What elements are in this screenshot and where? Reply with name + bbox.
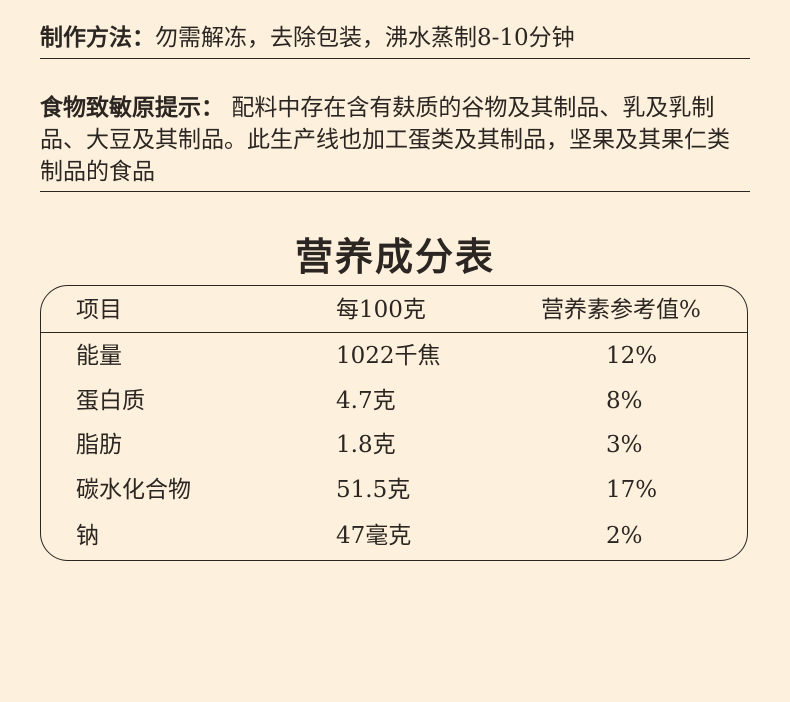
allergen-text: 配料中存在含有麸质的谷物及其制品、乳及乳制品、大豆及其制品。此生产线也加工蛋类及…	[40, 95, 730, 185]
table-row: 脂肪 1.8克 3%	[41, 423, 747, 467]
table-row: 能量 1022千焦 12%	[41, 334, 747, 378]
nutrient-amount: 1.8克	[336, 432, 396, 458]
nutrition-title: 营养成分表	[294, 234, 495, 279]
nutrient-amount: 47毫克	[336, 523, 412, 549]
header-divider	[41, 332, 747, 333]
header-item: 项目	[76, 297, 122, 323]
preparation-label: 制作方法：	[40, 24, 155, 51]
table-row: 钠 47毫克 2%	[41, 514, 747, 558]
nutrient-nrv: 17%	[606, 477, 658, 503]
nutrient-name: 能量	[76, 343, 122, 369]
nutrient-name: 碳水化合物	[76, 477, 191, 503]
nutrient-name: 脂肪	[76, 432, 122, 458]
nutrient-nrv: 8%	[606, 388, 643, 414]
nutrient-name: 蛋白质	[76, 388, 145, 414]
divider	[40, 58, 750, 59]
nutrient-amount: 51.5克	[336, 477, 411, 503]
header-per-100g: 每100克	[336, 297, 426, 323]
table-header: 项目 每100克 营养素参考值%	[41, 288, 747, 332]
nutrient-name: 钠	[76, 523, 99, 549]
preparation-text: 勿需解冻，去除包装，沸水蒸制8-10分钟	[155, 25, 575, 51]
nutrient-nrv: 2%	[606, 523, 643, 549]
nutrient-nrv: 3%	[606, 432, 643, 458]
nutrient-nrv: 12%	[606, 343, 658, 369]
table-row: 蛋白质 4.7克 8%	[41, 379, 747, 423]
table-row: 碳水化合物 51.5克 17%	[41, 468, 747, 512]
nutrition-table: 项目 每100克 营养素参考值% 能量 1022千焦 12% 蛋白质 4.7克 8% 脂肪 1…	[40, 285, 748, 561]
nutrient-amount: 1022千焦	[336, 343, 441, 369]
header-nrv: 营养素参考值%	[541, 297, 701, 323]
preparation-method: 制作方法：勿需解冻，去除包装，沸水蒸制8-10分钟	[40, 22, 750, 54]
allergen-label: 食物致敏原提示：	[40, 94, 224, 121]
divider	[40, 191, 750, 192]
allergen-notice: 食物致敏原提示： 配料中存在含有麸质的谷物及其制品、乳及乳制品、大豆及其制品。此…	[40, 92, 750, 188]
nutrient-amount: 4.7克	[336, 388, 396, 414]
